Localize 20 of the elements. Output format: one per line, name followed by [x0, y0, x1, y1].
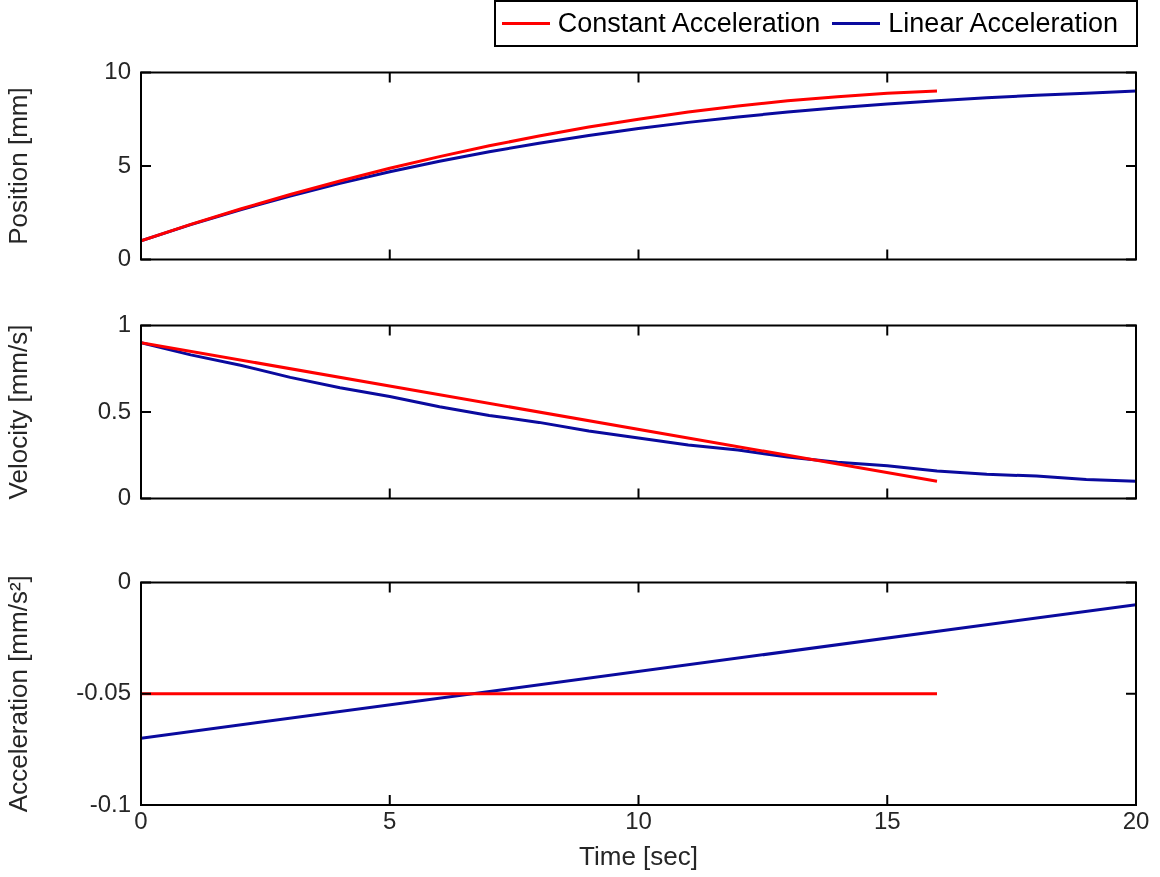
x-tick-label: 10: [625, 807, 652, 835]
legend-label: Constant Acceleration: [557, 8, 821, 39]
x-tick-label: 20: [1122, 807, 1150, 835]
x-tick-label: 5: [383, 807, 397, 835]
y-tick-label: 0: [117, 567, 131, 595]
y-tick-label: 0: [117, 244, 131, 272]
y-tick-label: 5: [117, 150, 131, 178]
y-axis-title: Position [mm]: [2, 87, 33, 245]
y-axis-title: Acceleration [mm/s²]: [2, 575, 33, 813]
x-tick-label: 15: [873, 807, 901, 835]
y-tick-label: 1: [117, 310, 131, 338]
x-axis-title: Time [sec]: [579, 840, 698, 871]
y-tick-label: -0.05: [76, 678, 131, 706]
legend-label: Linear Acceleration: [888, 8, 1118, 39]
y-tick-label: 10: [104, 57, 131, 85]
y-tick-label: 0: [117, 483, 131, 511]
y-tick-label: -0.1: [89, 789, 131, 817]
x-tick-label: 0: [134, 807, 148, 835]
y-tick-label: 0.5: [97, 396, 131, 424]
y-axis-title: Velocity [mm/s]: [2, 324, 33, 500]
